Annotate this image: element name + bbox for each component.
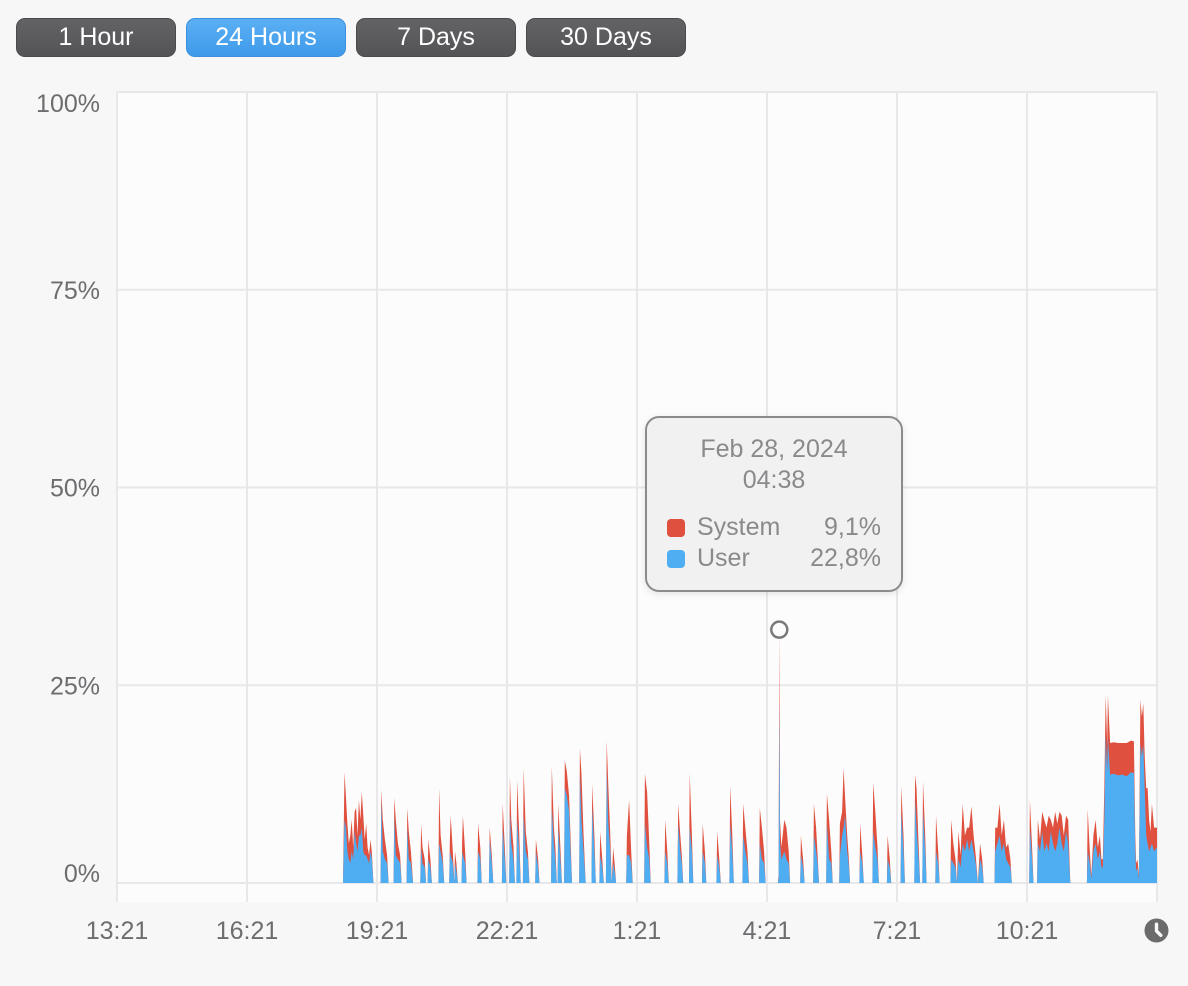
x-axis-label: 22:21 [476,917,539,945]
range-button-7-days[interactable]: 7 Days [356,18,516,57]
tooltip-system-value: 9,1% [824,513,881,541]
tooltip-date: Feb 28, 2024 [700,435,848,463]
y-axis-label: 25% [50,672,100,700]
system-color-swatch-icon [667,518,685,537]
user-color-swatch-icon [667,549,685,568]
time-range-toolbar: 1 Hour 24 Hours 7 Days 30 Days [16,18,686,57]
y-axis-label: 50% [50,475,100,503]
hover-point-marker [770,620,789,639]
x-axis-label: 19:21 [346,917,409,945]
y-axis-label: 75% [50,277,100,305]
chart-tooltip: Feb 28, 2024 04:38 System 9,1% User 22,8… [645,416,903,592]
tooltip-title: Feb 28, 2024 04:38 [647,434,901,496]
x-axis-label: 10:21 [996,917,1059,945]
tooltip-user-label: User [697,544,750,572]
tooltip-user-value: 22,8% [810,544,881,572]
x-axis-label: 13:21 [86,917,149,945]
range-button-1-hour[interactable]: 1 Hour [16,18,176,57]
clock-icon[interactable] [1144,918,1169,943]
y-axis-label: 100% [36,90,100,118]
range-button-24-hours[interactable]: 24 Hours [186,18,346,57]
tooltip-system-label: System [697,513,781,541]
tooltip-rows: System 9,1% User 22,8% [667,512,881,574]
x-axis-label: 1:21 [613,917,662,945]
x-axis-label: 16:21 [216,917,279,945]
x-axis-label: 4:21 [743,917,792,945]
tooltip-time: 04:38 [742,466,806,494]
range-button-30-days[interactable]: 30 Days [526,18,686,57]
x-axis-label: 7:21 [873,917,922,945]
tooltip-row-system: System 9,1% [667,512,881,543]
y-axis-label: 0% [64,860,100,888]
tooltip-row-user: User 22,8% [667,543,881,574]
